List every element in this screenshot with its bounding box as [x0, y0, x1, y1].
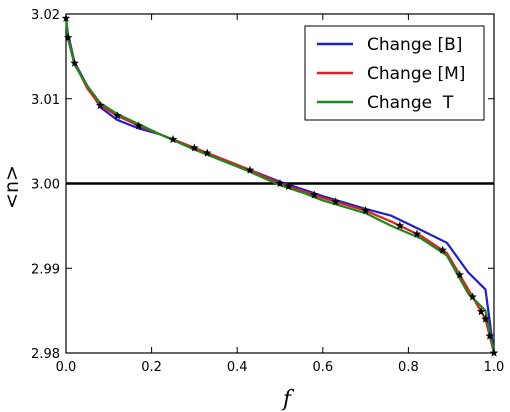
legend: Change [B] Change [M] Change T: [304, 25, 485, 121]
legend-label-1: Change [B]: [367, 35, 462, 55]
y-tick-label-3: 3.01: [31, 93, 60, 108]
star-marker-14: [331, 197, 340, 206]
x-tick-label-1: 0.2: [141, 360, 162, 375]
y-axis-label: <n>: [1, 165, 23, 209]
star-marker-20: [468, 292, 477, 301]
legend-label-3: Change T: [367, 93, 454, 113]
star-marker-7: [168, 134, 178, 144]
x-tick-label-2: 0.4: [227, 360, 248, 375]
x-tick-label-4: 0.8: [398, 360, 419, 375]
series-layer: [64, 18, 496, 354]
star-marker-18: [438, 245, 447, 254]
star-marker-11: [275, 179, 285, 188]
star-marker-4: [95, 101, 105, 110]
star-marker-13: [309, 190, 319, 199]
star-marker-22: [481, 314, 490, 323]
star-marker-23: [485, 331, 494, 340]
star-marker-16: [395, 221, 405, 230]
star-marker-2: [63, 33, 73, 42]
ticks-layer: 0.0 0.2 0.4 0.6 0.8 1.0 2.98 2.99 3.00 3.01 3.02: [31, 8, 504, 375]
x-axis-label: f: [281, 387, 295, 412]
star-marker-5: [113, 111, 122, 120]
star-marker-6: [134, 121, 144, 130]
star-marker-9: [202, 148, 212, 157]
star-marker-3: [70, 58, 79, 67]
star-marker-19: [455, 270, 465, 279]
y-tick-label-0: 2.98: [31, 347, 60, 362]
x-tick-label-0: 0.0: [56, 360, 77, 375]
legend-label-2: Change [M]: [367, 64, 465, 84]
y-tick-label-1: 2.99: [31, 262, 60, 277]
star-marker-10: [245, 165, 255, 174]
y-tick-label-4: 3.02: [31, 8, 60, 23]
star-marker-8: [190, 143, 199, 152]
star-marker-21: [476, 307, 486, 316]
star-marker-15: [361, 206, 370, 215]
x-tick-label-3: 0.6: [312, 360, 333, 375]
series-line-3: [64, 18, 496, 354]
star-marker-12: [284, 181, 293, 190]
x-tick-label-5: 1.0: [484, 360, 505, 375]
y-tick-label-2: 3.00: [31, 178, 60, 193]
star-marker-17: [412, 229, 422, 238]
